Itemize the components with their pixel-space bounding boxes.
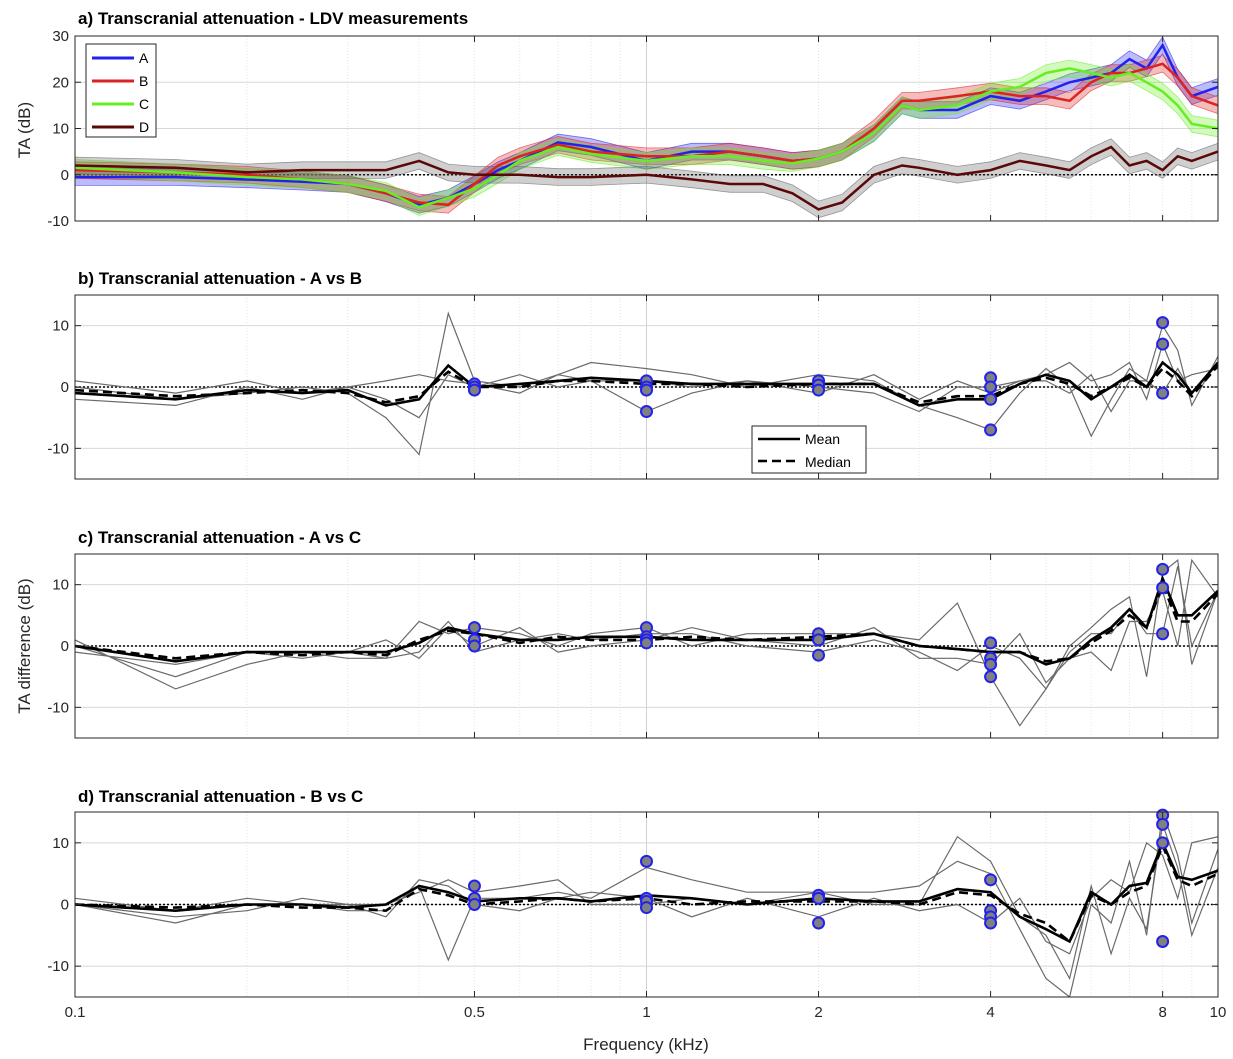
legend-label-median: Median — [805, 454, 851, 470]
significance-marker — [1156, 935, 1170, 948]
legend-label-C: C — [139, 96, 149, 112]
panel-a: a) Transcranial attenuation - LDV measur… — [15, 9, 1219, 230]
significance-marker — [812, 633, 826, 647]
y-tick-label: -10 — [47, 699, 69, 716]
significance-marker — [640, 405, 653, 419]
x-tick-label: 0.1 — [65, 1004, 86, 1021]
shared-y-axis-label: TA difference (dB) — [15, 578, 34, 713]
significance-marker — [467, 621, 481, 635]
significance-marker — [1156, 581, 1170, 595]
plot-content — [75, 36, 1218, 219]
significance-marker — [1156, 627, 1170, 641]
x-tick-label: 10 — [1210, 1004, 1227, 1021]
x-tick-label: 8 — [1158, 1004, 1166, 1021]
legend-label-B: B — [139, 73, 148, 89]
y-tick-label: 0 — [61, 167, 69, 184]
significance-marker — [1156, 562, 1170, 576]
y-tick-label: 0 — [61, 638, 69, 655]
significance-marker — [1156, 836, 1170, 850]
significance-marker — [467, 898, 481, 911]
significance-marker — [984, 873, 998, 887]
panel-a-ylabel: TA (dB) — [15, 102, 34, 158]
ci-band-B — [75, 54, 1218, 214]
significance-marker — [640, 901, 653, 915]
significance-marker — [812, 648, 826, 662]
panel-c: c) Transcranial attenuation - A vs C -10… — [47, 528, 1219, 739]
plot-area-b: -10 0 10 Mean Median — [47, 294, 1219, 480]
significance-marker — [984, 423, 998, 437]
y-tick-label: -10 — [47, 213, 69, 230]
ci-band-D — [75, 138, 1218, 219]
significance-marker — [984, 670, 998, 684]
series-line-D — [75, 145, 1218, 211]
median-line — [75, 581, 1218, 663]
panel-a-title: a) Transcranial attenuation - LDV measur… — [78, 9, 468, 28]
series-line-C — [75, 67, 1218, 209]
significance-marker — [1156, 817, 1170, 831]
legend-label-D: D — [139, 119, 149, 135]
significance-marker — [812, 383, 826, 397]
panel-c-title: c) Transcranial attenuation - A vs C — [78, 528, 361, 547]
significance-marker — [1156, 337, 1170, 351]
significance-marker — [640, 383, 653, 397]
significance-marker — [812, 916, 826, 930]
legend-label-A: A — [139, 50, 149, 66]
y-tick-label: -10 — [47, 958, 69, 975]
significance-marker — [984, 636, 998, 650]
x-tick-label: 2 — [814, 1004, 822, 1021]
panel-b-title: b) Transcranial attenuation - A vs B — [78, 269, 362, 288]
panel-d: d) Transcranial attenuation - B vs C -10… — [47, 787, 1226, 1021]
significance-marker — [467, 879, 481, 893]
y-tick-label: 10 — [52, 577, 69, 594]
significance-marker — [467, 383, 481, 397]
significance-marker — [1156, 386, 1170, 400]
plot-area-d: -10 0 10 0.1 0.5 1 2 4 8 10 — [47, 808, 1227, 1021]
legend: Mean Median — [751, 425, 867, 474]
y-tick-label: 10 — [52, 121, 69, 138]
plot-area-c: -10 0 10 — [47, 553, 1219, 739]
significance-marker — [984, 657, 998, 671]
panel-b: b) Transcranial attenuation - A vs B -10… — [47, 269, 1219, 480]
x-tick-label: 0.5 — [464, 1004, 485, 1021]
significance-marker — [984, 380, 998, 394]
significance-marker — [467, 639, 481, 653]
legend-box — [751, 425, 867, 474]
significance-marker — [984, 916, 998, 930]
panel-d-title: d) Transcranial attenuation - B vs C — [78, 787, 363, 806]
ci-band-A — [75, 36, 1218, 214]
significance-marker — [640, 854, 653, 868]
y-tick-label: 30 — [52, 28, 69, 45]
legend-label-mean: Mean — [805, 431, 840, 447]
y-tick-label: 20 — [52, 74, 69, 91]
y-tick-label: 0 — [61, 897, 69, 914]
x-tick-label: 4 — [986, 1004, 994, 1021]
significance-marker — [640, 636, 653, 650]
significance-marker — [812, 891, 826, 905]
grid — [75, 554, 1218, 738]
y-tick-label: 0 — [61, 379, 69, 396]
significance-marker — [984, 392, 998, 406]
median-line — [75, 842, 1218, 944]
significance-marker — [1156, 316, 1170, 330]
y-tick-label: 10 — [52, 318, 69, 335]
x-axis-label: Frequency (kHz) — [583, 1035, 709, 1054]
y-tick-label: -10 — [47, 440, 69, 457]
y-tick-label: 10 — [52, 835, 69, 852]
x-tick-label: 1 — [642, 1004, 650, 1021]
